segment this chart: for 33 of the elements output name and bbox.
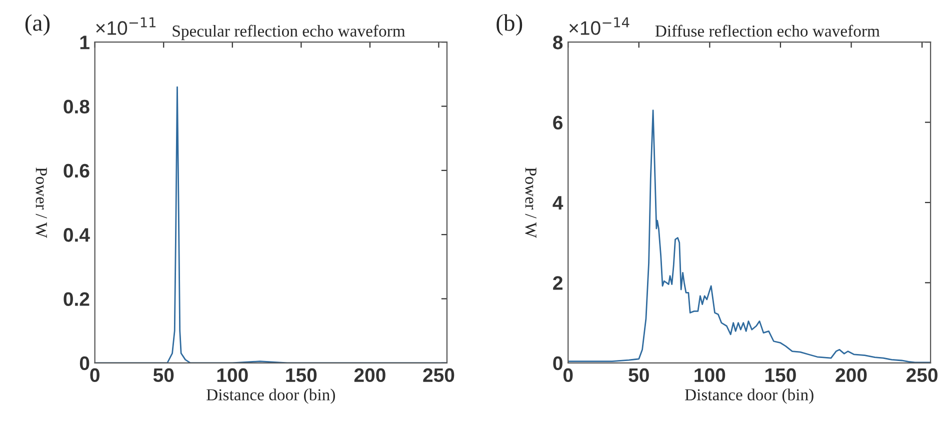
- chart-title: Specular reflection echo waveform: [172, 24, 406, 40]
- x-axis-title: Distance door (bin): [206, 388, 335, 404]
- y-tick-label: 0: [80, 356, 90, 370]
- text: ×10$^{−14}$: [569, 17, 630, 35]
- x-tick-label: 200: [836, 368, 867, 382]
- y-tick-label: 0.2: [64, 292, 90, 306]
- x-tick-label: 0: [563, 368, 573, 382]
- text: (a): [25, 14, 50, 36]
- x-tick-label: 150: [765, 368, 796, 382]
- text: (b): [496, 14, 522, 36]
- y-tick-label: 2: [553, 276, 562, 290]
- y-axis-title: Power / W: [525, 167, 536, 238]
- x-tick-label: 250: [423, 368, 454, 382]
- y-tick-label: 1: [80, 36, 90, 50]
- text: ×10$^{−11}$: [96, 17, 156, 35]
- x-tick-label: 50: [153, 368, 174, 382]
- y-tick-label: 4: [552, 196, 564, 210]
- x-tick-label: 200: [354, 368, 386, 382]
- x-tick-label: 0: [90, 368, 100, 382]
- y-tick-label: 0.6: [64, 164, 90, 178]
- y-tick-label: 0: [553, 356, 562, 370]
- x-tick-label: 100: [694, 368, 726, 382]
- x-tick-label: 50: [628, 368, 649, 382]
- y-tick-label: 0.4: [64, 228, 90, 242]
- chart-title: Diffuse reflection echo waveform: [655, 24, 880, 37]
- x-axis-title: Distance door (bin): [685, 388, 814, 404]
- y-tick-label: 6: [553, 116, 563, 130]
- y-tick-label: 8: [553, 36, 563, 50]
- y-axis-title: Power / W: [36, 167, 47, 238]
- y-tick-label: 0.8: [64, 100, 90, 114]
- x-tick-label: 100: [217, 368, 248, 382]
- x-tick-label: 250: [906, 368, 938, 382]
- x-tick-label: 150: [286, 368, 317, 382]
